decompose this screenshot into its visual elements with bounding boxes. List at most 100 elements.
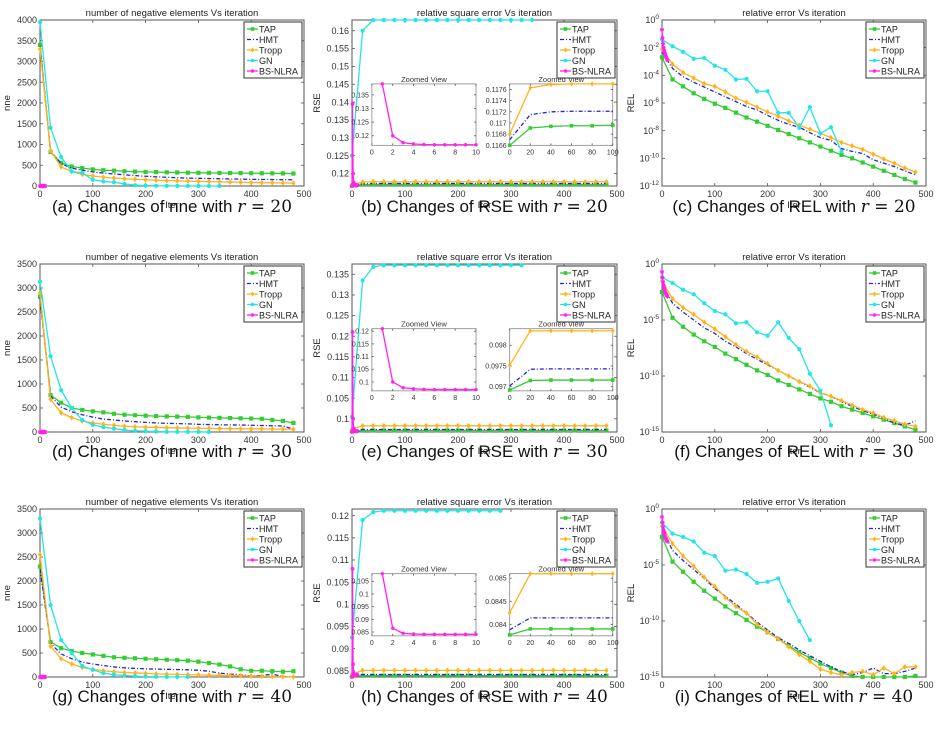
data-point (59, 409, 64, 416)
data-point (196, 183, 201, 189)
data-point (270, 417, 275, 423)
legend-label: Tropp (572, 289, 595, 299)
data-point (902, 165, 907, 171)
data-point (455, 422, 461, 429)
x-tick-label: 60 (568, 149, 576, 156)
y-tick-label: 100 (645, 14, 659, 25)
x-tick-label: 500 (609, 189, 624, 199)
data-point (185, 658, 190, 663)
data-point (712, 326, 717, 332)
data-point (797, 618, 802, 624)
caption-c: (c) Changes of REL with r = 20 (672, 197, 915, 217)
data-point (122, 181, 127, 187)
x-tick-label: 500 (609, 680, 624, 690)
x-tick-label: 400 (244, 189, 259, 199)
series-gn (349, 508, 503, 640)
y-axis-label: nne (2, 95, 13, 111)
data-point (702, 574, 707, 581)
data-point (569, 378, 574, 382)
data-point (498, 428, 503, 433)
data-point (807, 655, 812, 661)
caption-text: (a) Changes of nne with (51, 197, 238, 216)
data-point (466, 667, 471, 674)
caption-value: = 20 (561, 197, 608, 217)
x-tick-label: 0 (659, 680, 664, 690)
data-point (48, 125, 53, 130)
caption-text: (c) Changes of REL with (672, 197, 861, 216)
data-point (43, 429, 48, 435)
data-point (402, 422, 408, 429)
data-point (43, 674, 48, 680)
x-tick-label: 2 (391, 395, 395, 402)
legend-label: TAP (572, 24, 589, 34)
x-axis-label: Iter (165, 691, 179, 702)
data-point (860, 160, 865, 165)
legend-item-tropp: Tropp (247, 534, 282, 544)
data-point (434, 667, 439, 674)
x-tick-label: 400 (244, 680, 259, 690)
data-point (69, 164, 74, 169)
data-point (662, 532, 667, 537)
data-point (477, 422, 482, 429)
data-point (122, 412, 127, 417)
data-point (350, 566, 355, 571)
legend-marker (872, 271, 877, 275)
data-point (196, 671, 201, 678)
data-point (381, 422, 386, 429)
y-tick-label: 0.085 (326, 666, 349, 676)
data-point (217, 183, 222, 189)
data-point (807, 371, 812, 376)
data-point (487, 422, 492, 429)
data-point (508, 17, 514, 23)
data-point (402, 17, 408, 23)
data-point (154, 183, 159, 188)
data-point (143, 183, 148, 188)
data-point (280, 179, 285, 186)
data-point (185, 178, 190, 185)
data-point (561, 178, 567, 185)
data-point (206, 672, 212, 678)
legend-item-bs-nlra: BS-NLRA (247, 66, 298, 76)
y-tick-label: 0 (32, 672, 37, 682)
chart-title: number of negative elements Vs iteration (86, 8, 259, 19)
legend-label: GN (881, 545, 895, 555)
data-point (111, 672, 117, 677)
data-point (175, 429, 180, 434)
series-line (381, 573, 477, 635)
data-point (549, 81, 553, 88)
data-point (797, 651, 802, 658)
y-axis-label: RSE (312, 338, 323, 358)
x-axis-label: Iter (787, 691, 801, 702)
y-axis-label: RSE (312, 93, 323, 113)
data-point (860, 410, 865, 416)
data-point (528, 378, 533, 383)
series-tropp (507, 571, 615, 616)
x-tick-label: 100 (397, 189, 412, 199)
data-point (101, 425, 106, 430)
data-point (455, 667, 461, 674)
data-point (474, 632, 478, 637)
data-point (291, 669, 296, 674)
series-line (381, 83, 477, 146)
data-point (487, 667, 492, 674)
data-point (455, 428, 461, 433)
series-bs-nlra (349, 330, 360, 435)
legend-marker (872, 547, 877, 552)
x-tick-label: 100 (397, 435, 412, 445)
x-tick-label: 400 (866, 189, 881, 199)
data-point (754, 621, 760, 628)
legend-item-tap: TAP (869, 513, 898, 523)
data-point (733, 77, 739, 82)
x-tick-label: 300 (813, 680, 828, 690)
legend-marker (250, 271, 255, 275)
data-point (786, 118, 791, 124)
data-point (776, 636, 781, 642)
y-tick-label: 0.11 (356, 354, 369, 361)
data-point (390, 133, 395, 138)
data-point (583, 422, 588, 429)
legend-label: GN (259, 56, 273, 66)
y-tick-label: 0.085 (489, 576, 507, 583)
data-point (185, 674, 190, 680)
data-point (238, 667, 243, 672)
data-point (59, 388, 64, 393)
